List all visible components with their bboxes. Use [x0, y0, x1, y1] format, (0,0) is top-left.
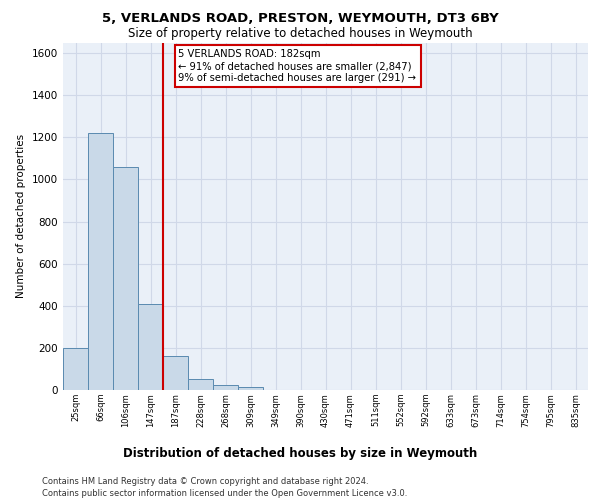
Bar: [188, 380, 213, 390]
Bar: [88, 133, 113, 390]
Bar: [138, 304, 163, 390]
Text: Contains public sector information licensed under the Open Government Licence v3: Contains public sector information licen…: [42, 489, 407, 498]
Text: Size of property relative to detached houses in Weymouth: Size of property relative to detached ho…: [128, 28, 472, 40]
Bar: [63, 348, 88, 390]
Y-axis label: Number of detached properties: Number of detached properties: [16, 134, 26, 298]
Bar: [113, 167, 138, 390]
Text: Contains HM Land Registry data © Crown copyright and database right 2024.: Contains HM Land Registry data © Crown c…: [42, 478, 368, 486]
Text: 5, VERLANDS ROAD, PRESTON, WEYMOUTH, DT3 6BY: 5, VERLANDS ROAD, PRESTON, WEYMOUTH, DT3…: [101, 12, 499, 26]
Bar: [238, 387, 263, 390]
Bar: [213, 384, 238, 390]
Bar: [163, 356, 188, 390]
Text: 5 VERLANDS ROAD: 182sqm
← 91% of detached houses are smaller (2,847)
9% of semi-: 5 VERLANDS ROAD: 182sqm ← 91% of detache…: [179, 50, 416, 82]
Text: Distribution of detached houses by size in Weymouth: Distribution of detached houses by size …: [123, 448, 477, 460]
